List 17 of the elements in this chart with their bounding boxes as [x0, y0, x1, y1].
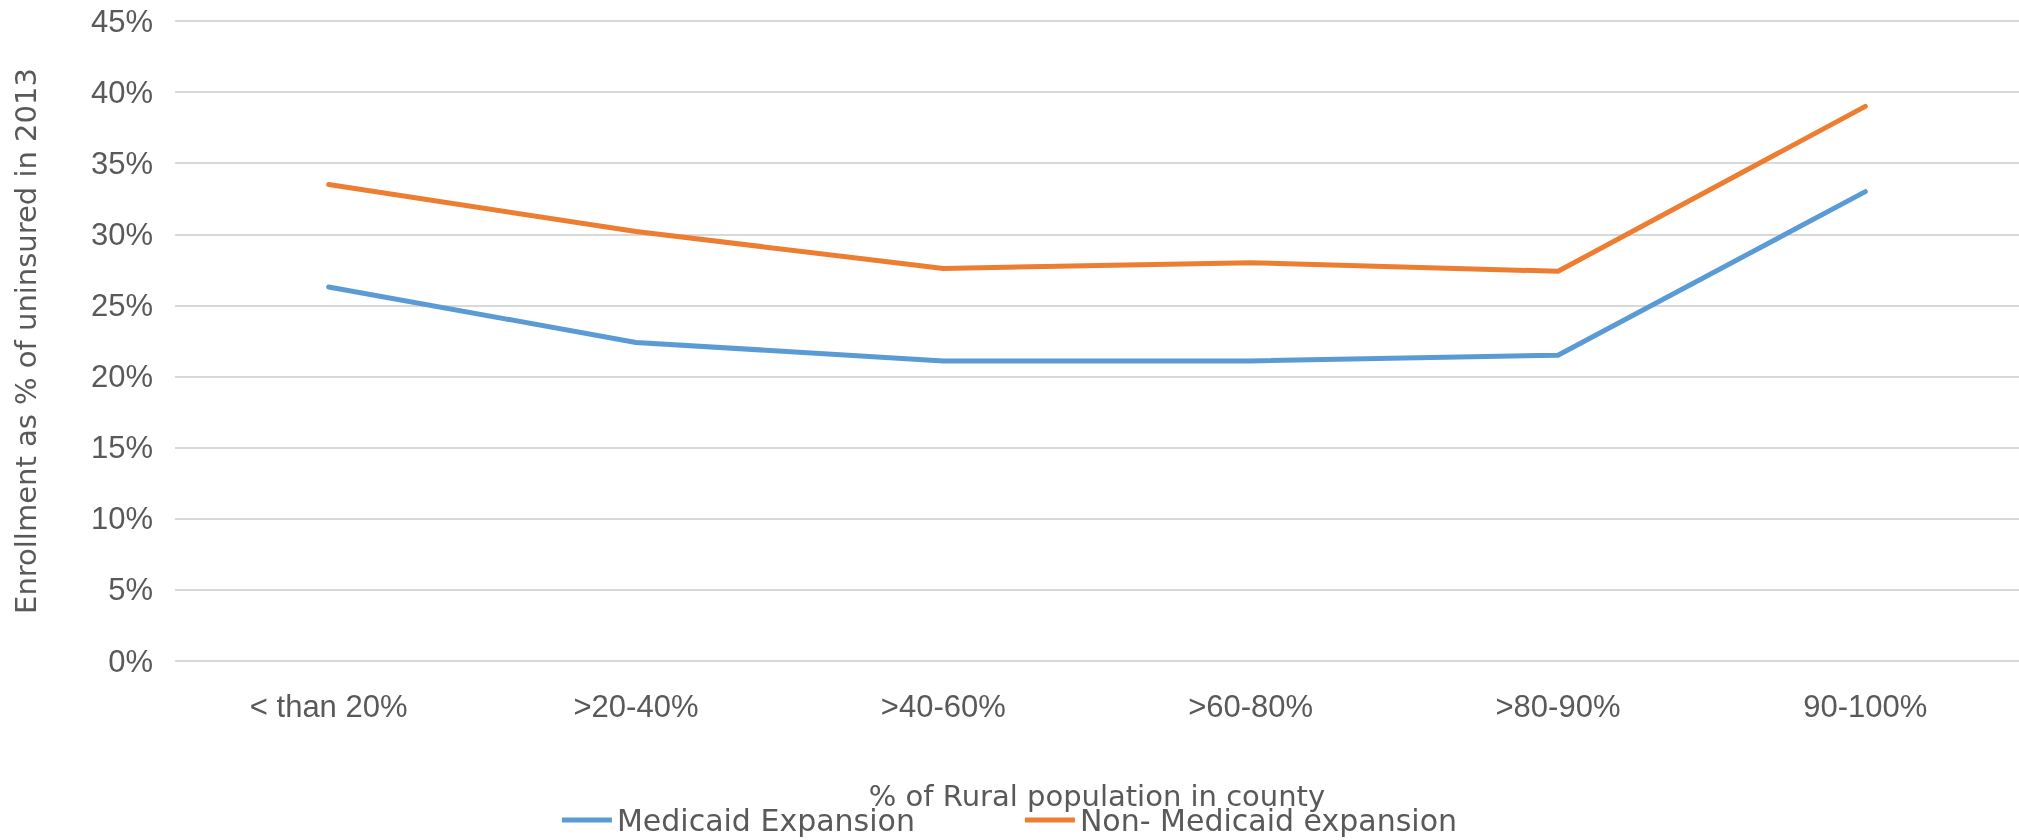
y-tick-label: 15%	[90, 430, 153, 466]
y-tick-label: 10%	[90, 501, 153, 537]
y-tick-label: 45%	[90, 3, 153, 39]
y-tick-label: 5%	[108, 572, 153, 608]
y-tick-label: 30%	[90, 216, 153, 252]
y-axis-title: Enrollment as % of uninsured in 2013	[8, 68, 43, 614]
y-tick-label: 25%	[90, 287, 153, 323]
x-tick-label: >60-80%	[1188, 689, 1314, 724]
x-tick-label: < than 20%	[249, 689, 408, 724]
y-tick-label: 20%	[90, 359, 153, 395]
y-tick-label: 0%	[108, 643, 153, 679]
x-tick-label: 90-100%	[1803, 689, 1928, 724]
x-tick-label: >40-60%	[880, 689, 1006, 724]
x-tick-label: >20-40%	[573, 689, 699, 724]
y-tick-label: 35%	[90, 145, 153, 181]
x-tick-label: >80-90%	[1495, 689, 1621, 724]
y-tick-label: 40%	[90, 74, 153, 110]
